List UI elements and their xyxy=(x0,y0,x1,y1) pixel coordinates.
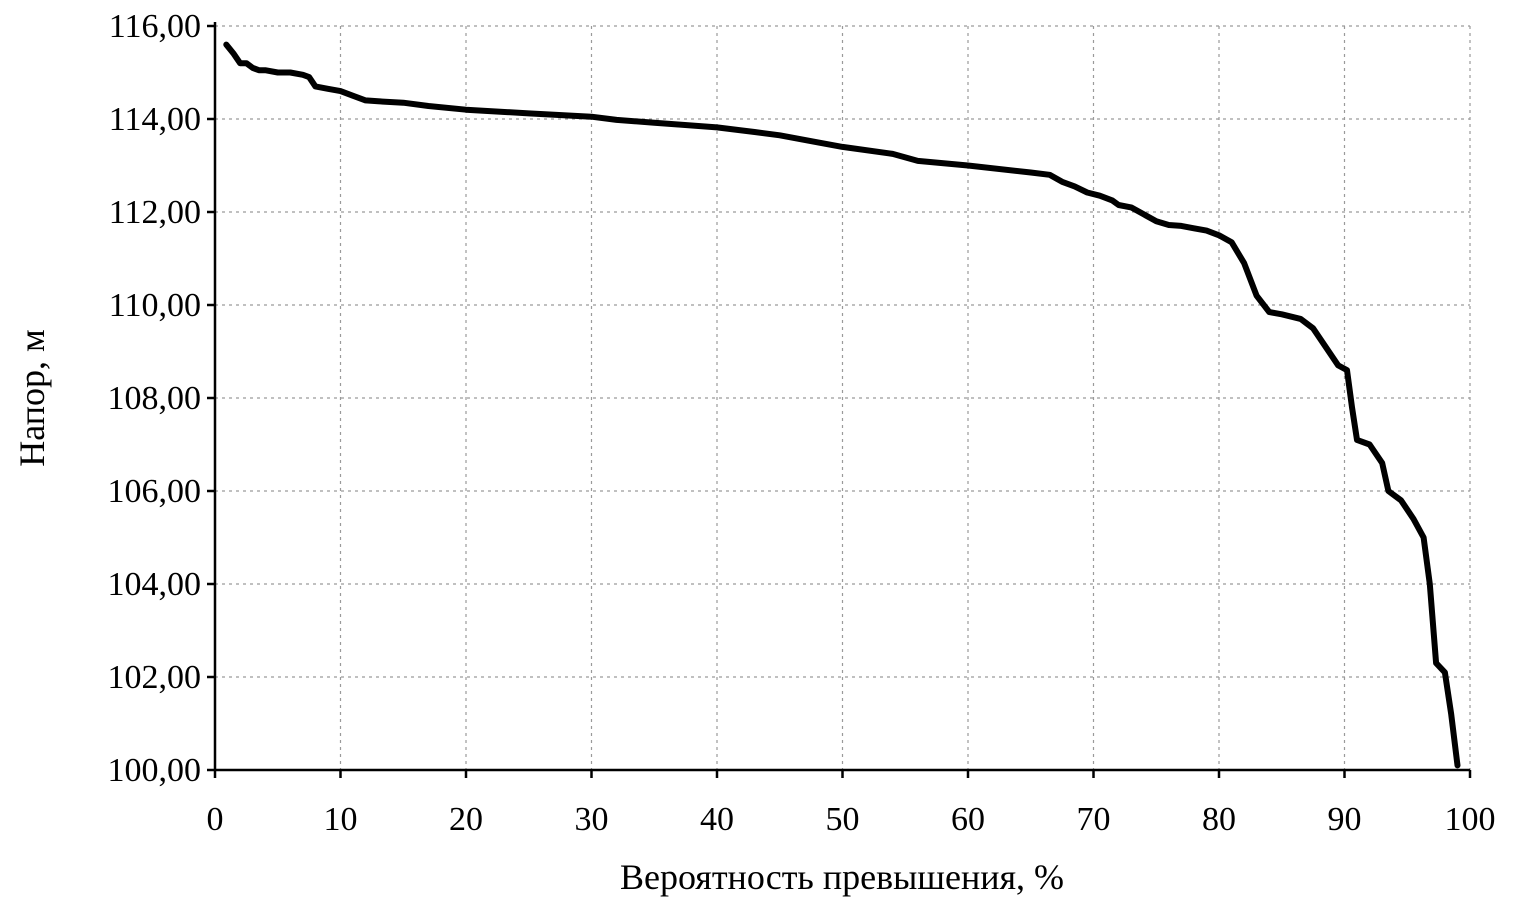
x-tick-label: 50 xyxy=(826,801,860,838)
x-tick-labels: 0 10 20 30 40 50 60 70 80 90 100 xyxy=(207,770,1496,838)
x-axis-title: Вероятность превышения, % xyxy=(620,857,1064,897)
x-tick-label: 10 xyxy=(324,801,358,838)
y-tick-label: 102,00 xyxy=(108,659,202,696)
y-tick-label: 116,00 xyxy=(109,8,201,45)
y-tick-label: 106,00 xyxy=(108,473,202,510)
grid-lines xyxy=(215,25,1471,770)
x-tick-label: 40 xyxy=(700,801,734,838)
x-tick-label: 30 xyxy=(575,801,609,838)
x-tick-label: 0 xyxy=(207,801,224,838)
y-axis-title: Напор, м xyxy=(12,329,52,467)
x-tick-label: 100 xyxy=(1445,801,1496,838)
y-tick-label: 104,00 xyxy=(108,566,202,603)
x-tick-label: 20 xyxy=(449,801,483,838)
series-line xyxy=(223,41,1461,769)
x-tick-label: 70 xyxy=(1077,801,1111,838)
x-tick-label: 90 xyxy=(1328,801,1362,838)
y-tick-labels: 100,00 102,00 104,00 106,00 108,00 110,00 112,… xyxy=(108,8,215,789)
y-tick-label: 110,00 xyxy=(109,287,201,324)
y-tick-label: 100,00 xyxy=(108,752,202,789)
x-tick-label: 80 xyxy=(1202,801,1236,838)
y-tick-label: 108,00 xyxy=(108,380,202,417)
y-tick-label: 114,00 xyxy=(109,101,201,138)
x-tick-label: 60 xyxy=(951,801,985,838)
y-tick-label: 112,00 xyxy=(109,194,201,231)
